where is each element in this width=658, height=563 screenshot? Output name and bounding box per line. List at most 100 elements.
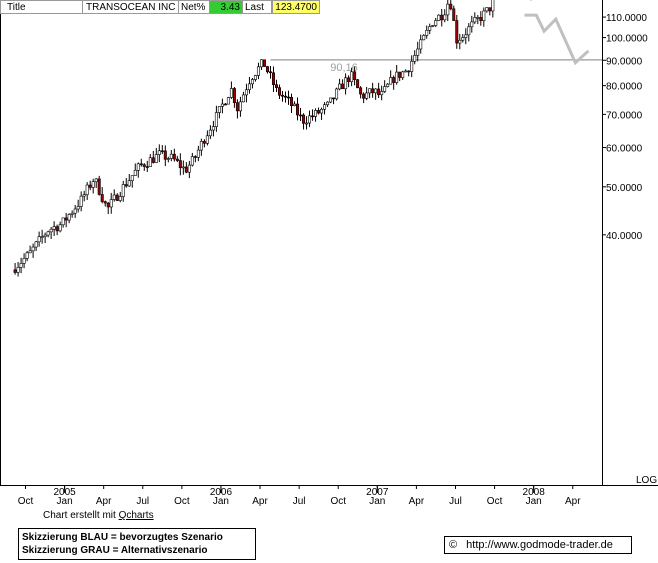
candle-body: [136, 163, 140, 171]
candle-body: [359, 87, 363, 95]
security-name: TRANSOCEAN INC: [86, 2, 176, 13]
candle-body: [166, 158, 170, 160]
x-tick-label: Jan: [57, 496, 73, 507]
candle-body: [386, 83, 390, 87]
x-tick-label: Oct: [487, 496, 503, 507]
candle-body: [365, 92, 369, 99]
candle-body: [470, 21, 474, 28]
website-link[interactable]: http://www.godmode-trader.de: [466, 539, 613, 551]
scenario-legend: Skizzierung BLAU = bevorzugtes Szenario …: [18, 528, 256, 560]
year-label: 2005: [53, 487, 76, 498]
year-label: 2008: [523, 487, 546, 498]
candle-body: [256, 66, 260, 76]
candle-body: [368, 88, 372, 94]
candle-body: [268, 71, 272, 74]
candle-body: [308, 115, 312, 124]
candle-body: [190, 156, 194, 166]
candle-body: [232, 88, 236, 103]
candle-body: [274, 84, 278, 88]
candle-body: [160, 150, 164, 153]
candle-body: [335, 88, 339, 100]
level-label-low: 90,16: [330, 62, 358, 74]
candle-body: [437, 14, 441, 21]
candle-body: [458, 39, 462, 44]
x-tick-label: Jul: [449, 496, 462, 507]
x-tick-label: Oct: [174, 496, 190, 507]
candle-body: [344, 77, 348, 90]
candle-body: [73, 208, 77, 214]
candle-body: [187, 164, 191, 173]
x-tick-label: Jul: [293, 496, 306, 507]
candle-body: [211, 126, 215, 131]
candle-body: [377, 88, 381, 96]
legend-gray-text: Skizzierung GRAU = Alternativszenario: [22, 545, 208, 556]
candle-body: [419, 39, 423, 50]
netpct-value: 3.43: [220, 2, 240, 13]
candle-body: [416, 48, 420, 56]
y-tick-label: 90.0000: [606, 56, 643, 67]
candle-body: [353, 71, 357, 80]
candle-body: [43, 234, 47, 237]
candle-body: [154, 154, 158, 163]
candle-body: [124, 184, 128, 187]
candle-body: [446, 3, 450, 16]
candle-body: [332, 97, 336, 100]
candle-body: [112, 194, 116, 200]
y-tick-label: 80.0000: [606, 82, 643, 93]
candle-body: [184, 166, 188, 173]
y-tick-label: 40.0000: [606, 231, 643, 242]
candle-body: [491, 0, 495, 12]
candle-body: [139, 163, 143, 166]
candle-body: [205, 135, 209, 144]
candle-body: [476, 17, 480, 19]
candle-body: [262, 59, 266, 67]
candle-body: [464, 34, 468, 38]
candle-body: [148, 157, 152, 167]
candle-body: [133, 169, 137, 176]
header-last-label-cell: Last: [242, 0, 272, 14]
candle-body: [293, 103, 297, 106]
y-tick-label: 100.0000: [606, 34, 648, 45]
candle-body: [79, 195, 83, 207]
x-tick-label: Apr: [96, 496, 112, 507]
x-tick-label: Apr: [565, 496, 581, 507]
candle-body: [455, 20, 459, 44]
candle-body: [395, 71, 399, 83]
candle-body: [287, 96, 291, 99]
candle-body: [103, 201, 107, 204]
candle-body: [16, 267, 20, 273]
legend-blue-text: Skizzierung BLAU = bevorzugtes Szenario: [22, 532, 223, 543]
candle-body: [25, 252, 29, 259]
candle-body: [317, 110, 321, 114]
candle-body: [305, 122, 309, 125]
candle-body: [362, 93, 366, 99]
candle-body: [238, 101, 242, 112]
candle-body: [172, 153, 176, 160]
candle-body: [70, 212, 74, 215]
header-title-label: Title: [0, 0, 83, 14]
candle-body: [169, 153, 173, 159]
candle-body: [404, 70, 408, 73]
candle-body: [163, 150, 167, 160]
candle-body: [374, 88, 378, 94]
header-netpct-cell: 3.43: [210, 0, 242, 14]
qcharts-link[interactable]: Qcharts: [118, 510, 154, 521]
candle-body: [109, 199, 113, 208]
candle-body: [223, 103, 227, 106]
candle-body: [235, 102, 239, 112]
candle-body: [296, 103, 300, 116]
candle-body: [31, 246, 35, 252]
candle-body: [22, 258, 26, 264]
y-tick-label: 50.0000: [606, 183, 643, 194]
candle-body: [115, 194, 119, 201]
candle-body: [118, 196, 122, 201]
candle-body: [214, 112, 218, 127]
candle-body: [253, 75, 257, 80]
candle-body: [64, 217, 68, 221]
candle-body: [241, 94, 245, 103]
candle-body: [19, 263, 23, 268]
candle-body: [55, 226, 59, 232]
x-tick-label: Apr: [409, 496, 425, 507]
candle-body: [277, 87, 281, 96]
candle-body: [85, 184, 89, 195]
